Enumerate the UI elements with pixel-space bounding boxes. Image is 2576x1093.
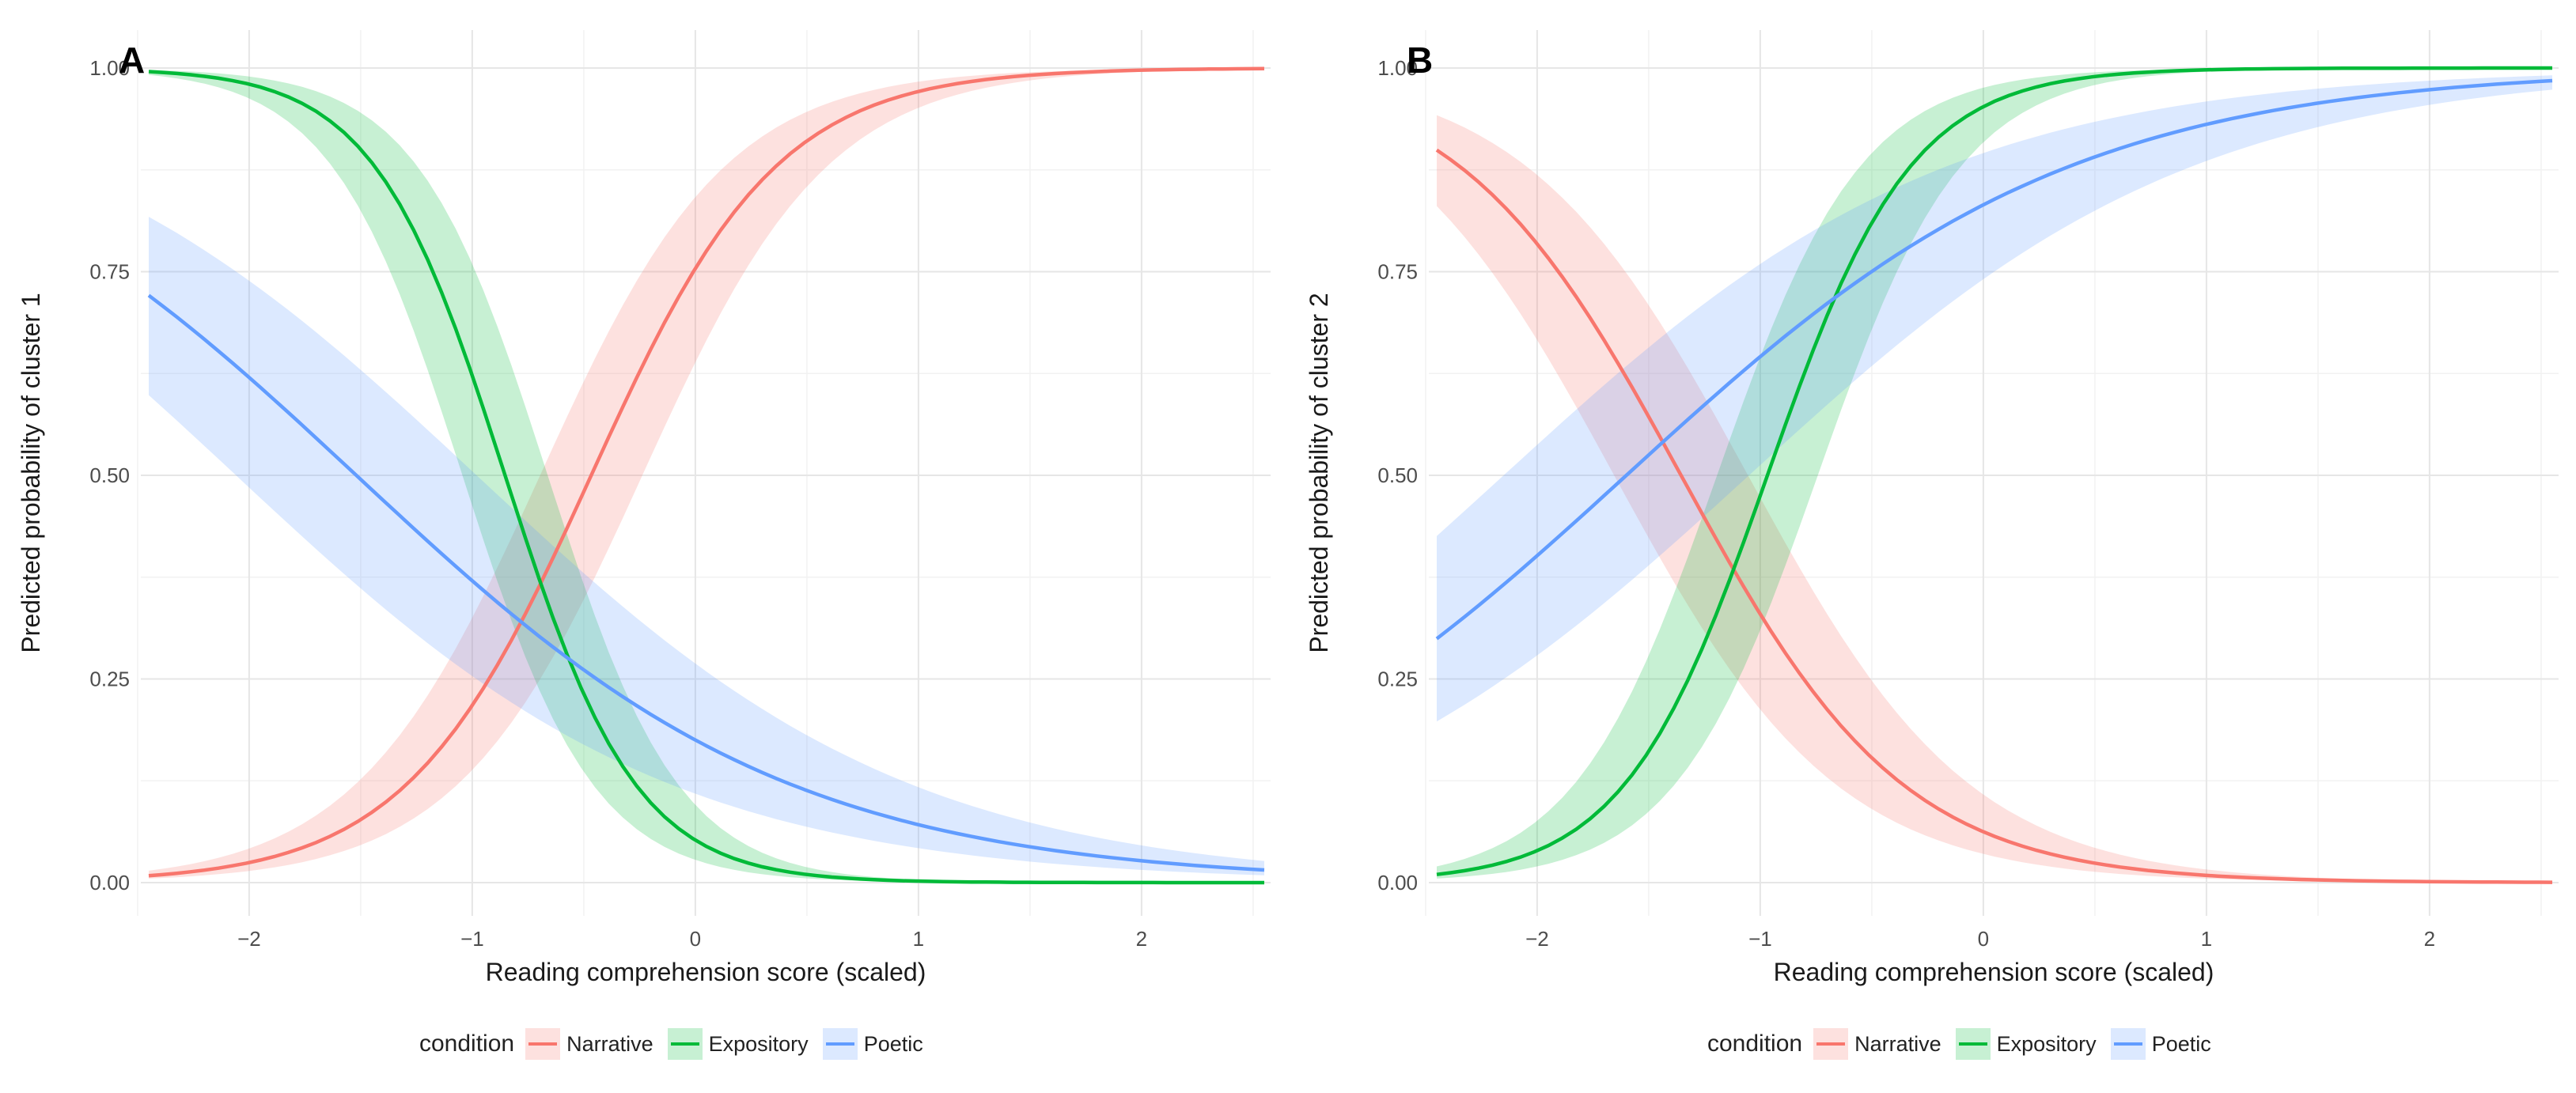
- chart-b-line-narrative: [1435, 148, 2553, 884]
- chart-a-grid: [137, 30, 1271, 916]
- chart-a-y-axis-title: Predicted probability of cluster 1: [17, 293, 45, 652]
- chart-a-x-tick-label: −1: [460, 927, 484, 951]
- chart-a-y-tick-label: 0.75: [89, 260, 130, 284]
- legend-b-key-expository: [1955, 1028, 1991, 1060]
- chart-b-lines: [1435, 66, 2553, 884]
- legend-a-item-narrative: Narrative: [525, 1028, 653, 1060]
- chart-b-x-tick-label: −1: [1748, 927, 1772, 951]
- chart-b-y-tick-label: 0.50: [1377, 463, 1418, 487]
- chart-b-line-poetic: [1435, 78, 2553, 641]
- chart-b-y-tick-label: 1.00: [1377, 56, 1418, 80]
- chart-a-svg: 0.00 0.25 0.50 0.75 1.00 −2 −1 0 1 2 Reading compr…: [17, 30, 1271, 986]
- legend-a-title: condition: [419, 1031, 515, 1057]
- legend-b-title: condition: [1707, 1031, 1803, 1057]
- chart-b-x-tick-label: −2: [1525, 927, 1549, 951]
- chart-b-ribbon-narrative: [1437, 115, 2552, 883]
- chart-b-y-axis-title: Predicted probability of cluster 2: [1305, 293, 1333, 652]
- chart-a-ribbons: [149, 68, 1264, 883]
- chart-a-ribbon-poetic: [149, 217, 1264, 876]
- chart-a-y-tick-label: 0.50: [89, 463, 130, 487]
- chart-b-ribbon-poetic: [1437, 75, 2552, 722]
- chart-a-y-tick-label: 0.25: [89, 668, 130, 691]
- chart-b-grid: [1425, 30, 2559, 916]
- legend-b-item-narrative: Narrative: [1813, 1028, 1941, 1060]
- chart-b-y-tick-label: 0.25: [1377, 668, 1418, 691]
- legend-a-label-poetic: Poetic: [863, 1031, 923, 1056]
- legend-a-label-expository: Expository: [708, 1031, 809, 1056]
- legend-a-label-narrative: Narrative: [566, 1031, 653, 1056]
- chart-a-x-tick-label: 0: [690, 927, 701, 951]
- legend-a-key-poetic: [822, 1028, 858, 1060]
- chart-a-line-expository: [148, 70, 1264, 885]
- chart-b-x-tick-label: 2: [2424, 927, 2435, 951]
- chart-b-ribbons: [1437, 68, 2552, 883]
- legend-b-label-poetic: Poetic: [2151, 1031, 2211, 1056]
- legend-b-item-expository: Expository: [1955, 1028, 2097, 1060]
- chart-b-x-tick-label: 1: [2201, 927, 2212, 951]
- legend-a: condition Narrative Expository Poetic: [419, 1028, 938, 1060]
- legend-b-key-narrative: [1813, 1028, 1849, 1060]
- legend-b-label-narrative: Narrative: [1854, 1031, 1941, 1056]
- chart-a-x-axis-title: Reading comprehension score (scaled): [486, 958, 926, 986]
- chart-b-x-tick-label: 0: [1978, 927, 1989, 951]
- chart-a-y-tick-label: 0.00: [89, 871, 130, 894]
- legend-a-key-expository: [667, 1028, 703, 1060]
- chart-b-panel-label: B: [1407, 40, 1433, 81]
- chart-a-panel-label: A: [119, 40, 145, 81]
- chart-b-svg: 0.00 0.25 0.50 0.75 1.00 −2 −1 0 1 2 Reading compr…: [1305, 30, 2559, 986]
- chart-b-ribbon-expository: [1437, 68, 2552, 879]
- chart-a-ribbon-narrative: [149, 68, 1264, 879]
- chart-a-y-tick-label: 1.00: [89, 56, 130, 80]
- panel-a: 0.00 0.25 0.50 0.75 1.00 −2 −1 0 1 2 Reading compr…: [17, 30, 1271, 1060]
- chart-b-line-expository: [1436, 66, 2552, 876]
- chart-a-line-poetic: [147, 293, 1265, 872]
- chart-a-ribbon-expository: [149, 70, 1264, 883]
- chart-a-x-tick-label: 1: [913, 927, 924, 951]
- legend-a-item-expository: Expository: [667, 1028, 809, 1060]
- chart-a-x-tick-label: 2: [1136, 927, 1147, 951]
- chart-b-y-tick-label: 0.00: [1377, 871, 1418, 894]
- legend-b-label-expository: Expository: [1996, 1031, 2097, 1056]
- chart-a-x-tick-label: −2: [237, 927, 261, 951]
- legend-b: condition Narrative Expository Poetic: [1707, 1028, 2226, 1060]
- chart-a-line-narrative: [148, 66, 1265, 878]
- chart-b-y-tick-label: 0.75: [1377, 260, 1418, 284]
- legend-b-item-poetic: Poetic: [2110, 1028, 2211, 1060]
- legend-b-key-poetic: [2110, 1028, 2146, 1060]
- legend-a-item-poetic: Poetic: [822, 1028, 923, 1060]
- chart-b-x-axis-title: Reading comprehension score (scaled): [1774, 958, 2214, 986]
- legend-a-key-narrative: [525, 1028, 561, 1060]
- chart-a-lines: [147, 66, 1265, 885]
- panel-b: 0.00 0.25 0.50 0.75 1.00 −2 −1 0 1 2 Reading compr…: [1288, 0, 2576, 1093]
